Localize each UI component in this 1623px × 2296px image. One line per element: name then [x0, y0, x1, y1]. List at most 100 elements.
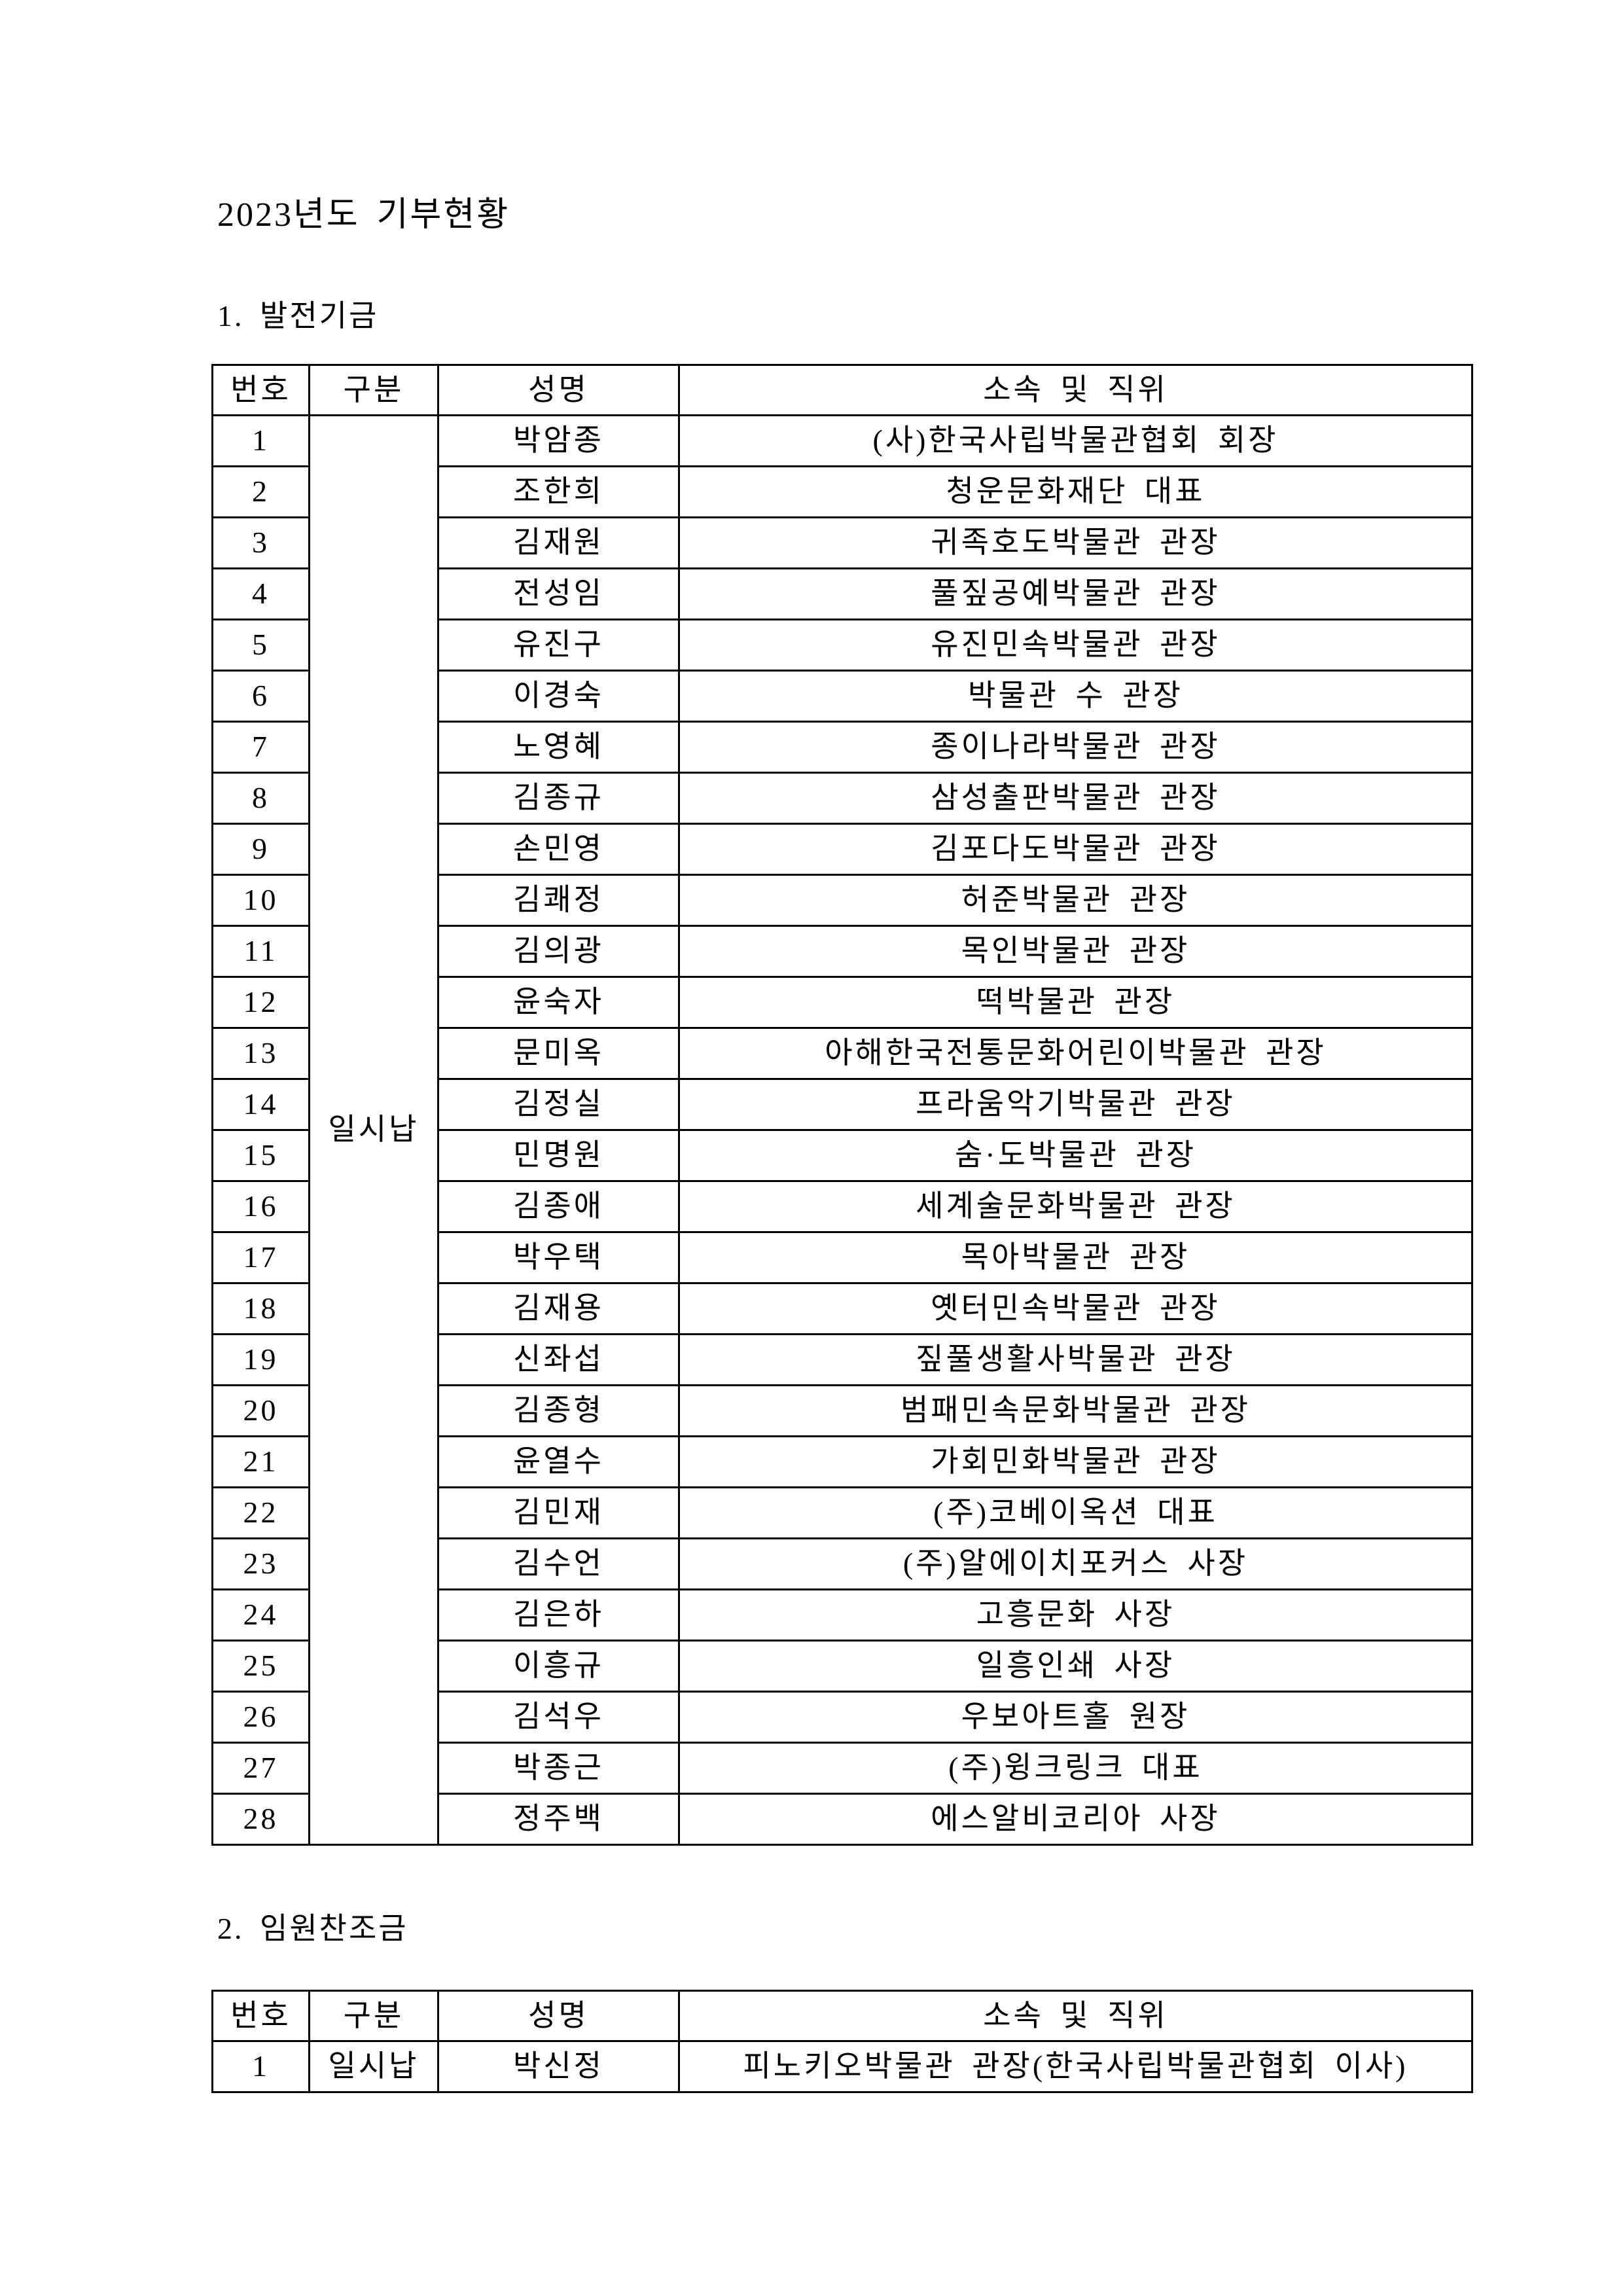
- name-cell: 윤숙자: [437, 976, 680, 1029]
- row-number-cell: 15: [211, 1129, 310, 1182]
- name-cell: 박우택: [437, 1231, 680, 1284]
- name-cell: 김정실: [437, 1078, 680, 1131]
- table-row: 10 김쾌정 허준박물관 관장: [211, 874, 1473, 927]
- affiliation-cell: 박물관 수 관장: [678, 670, 1473, 723]
- column-header-name: 성명: [437, 364, 680, 416]
- name-cell: 박신정: [437, 2040, 680, 2093]
- affiliation-cell: 일흥인쇄 사장: [678, 1640, 1473, 1693]
- affiliation-cell: 에스알비코리아 사장: [678, 1793, 1473, 1846]
- name-cell: 김수언: [437, 1537, 680, 1590]
- row-number-cell: 13: [211, 1027, 310, 1080]
- row-number-cell: 21: [211, 1435, 310, 1488]
- row-number-cell: 11: [211, 925, 310, 978]
- table-row: 13 문미옥 아해한국전통문화어린이박물관 관장: [211, 1027, 1473, 1080]
- affiliation-cell: 고흥문화 사장: [678, 1588, 1473, 1641]
- table-row: 11 김의광 목인박물관 관장: [211, 925, 1473, 978]
- name-cell: 정주백: [437, 1793, 680, 1846]
- table-row: 18 김재용 옛터민속박물관 관장: [211, 1282, 1473, 1335]
- table-row: 28 정주백 에스알비코리아 사장: [211, 1793, 1473, 1846]
- table-row: 6 이경숙 박물관 수 관장: [211, 670, 1473, 723]
- table-row: 7 노영혜 종이나라박물관 관장: [211, 721, 1473, 774]
- category-cell-merged: 일시납: [308, 414, 439, 1846]
- name-cell: 문미옥: [437, 1027, 680, 1080]
- name-cell: 이흥규: [437, 1640, 680, 1693]
- name-cell: 민명원: [437, 1129, 680, 1182]
- column-header-number: 번호: [211, 1990, 310, 2042]
- row-number-cell: 2: [211, 465, 310, 518]
- name-cell: 신좌섭: [437, 1333, 680, 1386]
- table-row: 24 김은하 고흥문화 사장: [211, 1588, 1473, 1641]
- table-row: 20 김종형 범패민속문화박물관 관장: [211, 1384, 1473, 1437]
- affiliation-cell: 목아박물관 관장: [678, 1231, 1473, 1284]
- table-row: 4 전성임 풀짚공예박물관 관장: [211, 567, 1473, 620]
- column-header-number: 번호: [211, 364, 310, 416]
- table-header-row: 번호 구분 성명 소속 및 직위: [211, 364, 1473, 416]
- table-row: 3 김재원 귀족호도박물관 관장: [211, 516, 1473, 569]
- name-cell: 손민영: [437, 823, 680, 876]
- row-number-cell: 9: [211, 823, 310, 876]
- column-header-category: 구분: [308, 364, 439, 416]
- affiliation-cell: 숨·도박물관 관장: [678, 1129, 1473, 1182]
- table-row: 14 김정실 프라움악기박물관 관장: [211, 1078, 1473, 1131]
- name-cell: 유진구: [437, 619, 680, 672]
- table-header-row: 번호 구분 성명 소속 및 직위: [211, 1990, 1473, 2042]
- affiliation-cell: 우보아트홀 원장: [678, 1691, 1473, 1744]
- row-number-cell: 23: [211, 1537, 310, 1590]
- affiliation-cell: 프라움악기박물관 관장: [678, 1078, 1473, 1131]
- affiliation-cell: 김포다도박물관 관장: [678, 823, 1473, 876]
- row-number-cell: 26: [211, 1691, 310, 1744]
- affiliation-cell: 짚풀생활사박물관 관장: [678, 1333, 1473, 1386]
- row-number-cell: 24: [211, 1588, 310, 1641]
- row-number-cell: 25: [211, 1640, 310, 1693]
- section-2-heading: 2. 임원찬조금: [217, 1912, 408, 1945]
- table-row: 27 박종근 (주)윙크링크 대표: [211, 1742, 1473, 1795]
- section-1-heading: 1. 발전기금: [217, 299, 379, 332]
- row-number-cell: 6: [211, 670, 310, 723]
- name-cell: 김민재: [437, 1486, 680, 1539]
- name-cell: 노영혜: [437, 721, 680, 774]
- table-row: 26 김석우 우보아트홀 원장: [211, 1691, 1473, 1744]
- row-number-cell: 1: [211, 2040, 310, 2093]
- row-number-cell: 28: [211, 1793, 310, 1846]
- table-row: 21 윤열수 가회민화박물관 관장: [211, 1435, 1473, 1488]
- name-cell: 김쾌정: [437, 874, 680, 927]
- row-number-cell: 27: [211, 1742, 310, 1795]
- category-cell: 일시납: [308, 2040, 439, 2093]
- affiliation-cell: 피노키오박물관 관장(한국사립박물관협회 이사): [678, 2040, 1473, 2093]
- row-number-cell: 7: [211, 721, 310, 774]
- table-row: 1 일시납 박암종 (사)한국사립박물관협회 회장: [211, 414, 1473, 1846]
- row-number-cell: 18: [211, 1282, 310, 1335]
- affiliation-cell: 귀족호도박물관 관장: [678, 516, 1473, 569]
- name-cell: 김종애: [437, 1180, 680, 1233]
- row-number-cell: 19: [211, 1333, 310, 1386]
- name-cell: 박종근: [437, 1742, 680, 1795]
- name-cell: 박암종: [437, 414, 680, 467]
- affiliation-cell: (주)윙크링크 대표: [678, 1742, 1473, 1795]
- name-cell: 김은하: [437, 1588, 680, 1641]
- name-cell: 김재용: [437, 1282, 680, 1335]
- affiliation-cell: (사)한국사립박물관협회 회장: [678, 414, 1473, 467]
- row-number-cell: 10: [211, 874, 310, 927]
- row-number-cell: 3: [211, 516, 310, 569]
- affiliation-cell: 가회민화박물관 관장: [678, 1435, 1473, 1488]
- name-cell: 김종형: [437, 1384, 680, 1437]
- table-row: 25 이흥규 일흥인쇄 사장: [211, 1640, 1473, 1693]
- column-header-affiliation: 소속 및 직위: [678, 1990, 1473, 2042]
- table-row: 17 박우택 목아박물관 관장: [211, 1231, 1473, 1284]
- name-cell: 이경숙: [437, 670, 680, 723]
- table-row: 23 김수언 (주)알에이치포커스 사장: [211, 1537, 1473, 1590]
- name-cell: 전성임: [437, 567, 680, 620]
- table-row: 22 김민재 (주)코베이옥션 대표: [211, 1486, 1473, 1539]
- executive-contribution-table: 번호 구분 성명 소속 및 직위 1 일시납 박신정 피노키오박물관 관장(한국사립박…: [211, 1990, 1473, 2093]
- column-header-affiliation: 소속 및 직위: [678, 364, 1473, 416]
- table-row: 8 김종규 삼성출판박물관 관장: [211, 772, 1473, 825]
- row-number-cell: 14: [211, 1078, 310, 1131]
- row-number-cell: 20: [211, 1384, 310, 1437]
- affiliation-cell: 옛터민속박물관 관장: [678, 1282, 1473, 1335]
- name-cell: 윤열수: [437, 1435, 680, 1488]
- row-number-cell: 12: [211, 976, 310, 1029]
- affiliation-cell: 아해한국전통문화어린이박물관 관장: [678, 1027, 1473, 1080]
- table-row: 19 신좌섭 짚풀생활사박물관 관장: [211, 1333, 1473, 1386]
- name-cell: 김석우: [437, 1691, 680, 1744]
